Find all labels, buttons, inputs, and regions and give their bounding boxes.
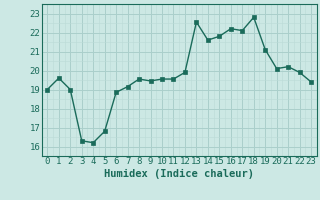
X-axis label: Humidex (Indice chaleur): Humidex (Indice chaleur) [104, 169, 254, 179]
